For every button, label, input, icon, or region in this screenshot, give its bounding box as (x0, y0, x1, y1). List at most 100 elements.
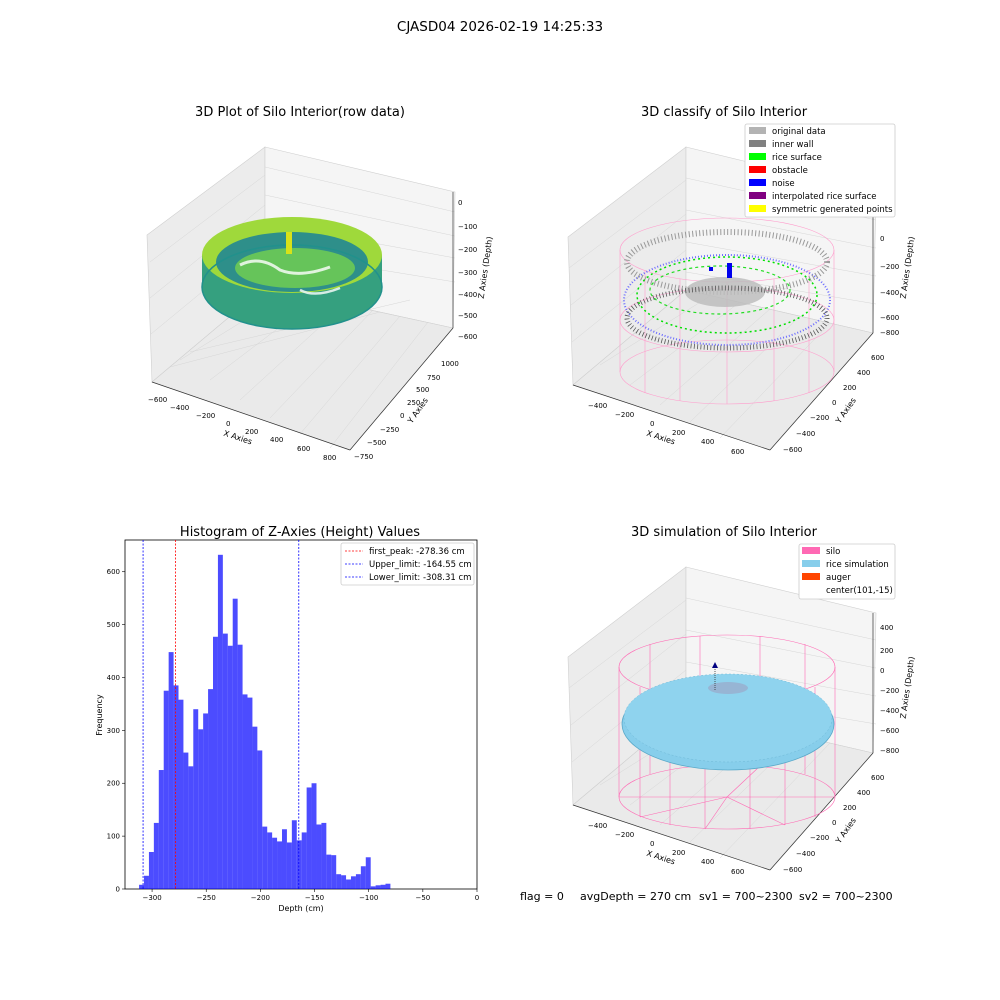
legend-swatch (749, 127, 766, 134)
histogram-bar (341, 875, 347, 889)
classify-silo-wireframe (619, 217, 835, 405)
svg-text:600: 600 (731, 868, 744, 876)
svg-text:−200: −200 (880, 687, 899, 695)
histogram-bar (153, 822, 159, 889)
svg-text:400: 400 (701, 438, 714, 446)
y-tick-label: 100 (107, 833, 120, 841)
histogram-bar (257, 750, 263, 889)
simulation-z-ticks: 400 200 0 −200 −400 −600 −800 (880, 624, 899, 755)
svg-text:0: 0 (458, 199, 462, 207)
legend-label: silo (826, 547, 840, 557)
svg-text:−600: −600 (783, 446, 802, 454)
svg-text:−400: −400 (880, 289, 899, 297)
legend-swatch (802, 573, 820, 580)
sv2-text: sv2 = 700~2300 (799, 890, 893, 903)
status-footer: flag = 0 avgDepth = 270 cm sv1 = 700~230… (520, 890, 893, 903)
svg-text:−600: −600 (458, 333, 477, 341)
svg-text:200: 200 (843, 804, 856, 812)
legend-label: auger (826, 573, 851, 583)
svg-text:600: 600 (731, 448, 744, 456)
legend-label: Upper_limit: -164.55 cm (369, 560, 472, 570)
legend-label: interpolated rice surface (772, 192, 877, 202)
simulation-3d-panel[interactable]: 3D simulation of Silo Interior (567, 525, 916, 876)
svg-text:1000: 1000 (441, 360, 459, 368)
legend-swatch (749, 179, 766, 186)
histogram-bar (296, 840, 302, 889)
legend-label: rice simulation (826, 560, 889, 570)
legend-swatch (749, 166, 766, 173)
sv1-text: sv1 = 700~2300 (699, 890, 793, 903)
classify-panel-title: 3D classify of Silo Interior (641, 105, 808, 120)
svg-text:−800: −800 (880, 747, 899, 755)
histogram-panel[interactable]: Histogram of Z-Axies (Height) Values −30… (95, 525, 479, 913)
raw-3d-panel[interactable]: 3D Plot of Silo Interior(row data) (146, 105, 495, 462)
svg-text:−200: −200 (810, 414, 829, 422)
histogram-bar (173, 685, 179, 889)
classify-y-ticks: 600 400 200 0 −200 −400 −600 (783, 354, 884, 454)
histogram-bar (267, 832, 273, 889)
raw-z-ticks: 0 −100 −200 −300 −400 −500 −600 (458, 199, 477, 341)
x-tick-label: −100 (359, 894, 378, 902)
svg-text:−600: −600 (148, 396, 167, 404)
histogram-bar (321, 822, 327, 889)
svg-text:0: 0 (226, 420, 230, 428)
raw-panel-title: 3D Plot of Silo Interior(row data) (195, 105, 405, 120)
raw-z-label: Z Axies (Depth) (477, 236, 495, 299)
svg-text:−200: −200 (458, 246, 477, 254)
histogram-bar (183, 752, 189, 889)
histogram-bar (301, 832, 307, 889)
svg-text:750: 750 (427, 374, 440, 382)
histogram-bar (168, 652, 174, 889)
histogram-bar (262, 826, 268, 889)
svg-text:400: 400 (880, 624, 893, 632)
svg-text:250: 250 (407, 399, 420, 407)
svg-text:−400: −400 (458, 291, 477, 299)
histogram-x-ticks: −300 −250 −200 −150 −100 −50 0 (142, 889, 479, 902)
svg-text:−200: −200 (880, 263, 899, 271)
legend-swatch (749, 140, 766, 147)
legend-label: original data (772, 127, 826, 137)
histogram-bar (286, 842, 292, 889)
histogram-bar (326, 854, 332, 889)
histogram-bar (139, 884, 145, 889)
y-tick-label: 300 (107, 727, 120, 735)
histogram-x-label: Depth (cm) (278, 904, 323, 913)
legend-label: obstacle (772, 166, 808, 176)
svg-text:−250: −250 (380, 426, 399, 434)
legend-label: center(101,-15) (826, 586, 893, 596)
legend-label: inner wall (772, 140, 813, 150)
histogram-reference-lines (142, 540, 300, 889)
y-tick-label: 500 (107, 621, 120, 629)
histogram-bar (158, 770, 164, 889)
histogram-bar (311, 783, 317, 889)
svg-text:−200: −200 (810, 834, 829, 842)
classify-3d-panel[interactable]: 3D classify of Silo Interior (567, 105, 916, 456)
classify-legend: original data inner wall rice surface obsta… (744, 123, 896, 218)
histogram-bar (272, 837, 278, 889)
figure-suptitle: CJASD04 2026-02-19 14:25:33 (397, 19, 603, 35)
svg-text:600: 600 (871, 354, 884, 362)
histogram-bar (277, 841, 282, 889)
histogram-plot-area (124, 539, 478, 890)
histogram-bar (370, 886, 376, 889)
svg-text:800: 800 (323, 454, 336, 462)
histogram-bar (232, 598, 238, 889)
svg-text:400: 400 (857, 369, 870, 377)
histogram-bar (360, 866, 366, 889)
x-tick-label: −50 (415, 894, 430, 902)
svg-text:0: 0 (650, 420, 654, 428)
histogram-bar (316, 824, 322, 889)
svg-text:−300: −300 (458, 269, 477, 277)
x-tick-label: −300 (142, 894, 161, 902)
simulation-y-label: Y Axies (833, 816, 858, 846)
svg-text:−600: −600 (880, 314, 899, 322)
auger-marker (712, 662, 718, 690)
svg-text:600: 600 (297, 445, 310, 453)
histogram-bar (281, 829, 287, 889)
svg-text:0: 0 (880, 667, 884, 675)
y-tick-label: 400 (107, 674, 120, 682)
classify-x-ticks: −400 −200 0 200 400 600 (588, 402, 744, 456)
svg-text:0: 0 (832, 399, 836, 407)
rice-simulation-surface (621, 673, 835, 771)
simulation-panel-title: 3D simulation of Silo Interior (631, 525, 818, 540)
